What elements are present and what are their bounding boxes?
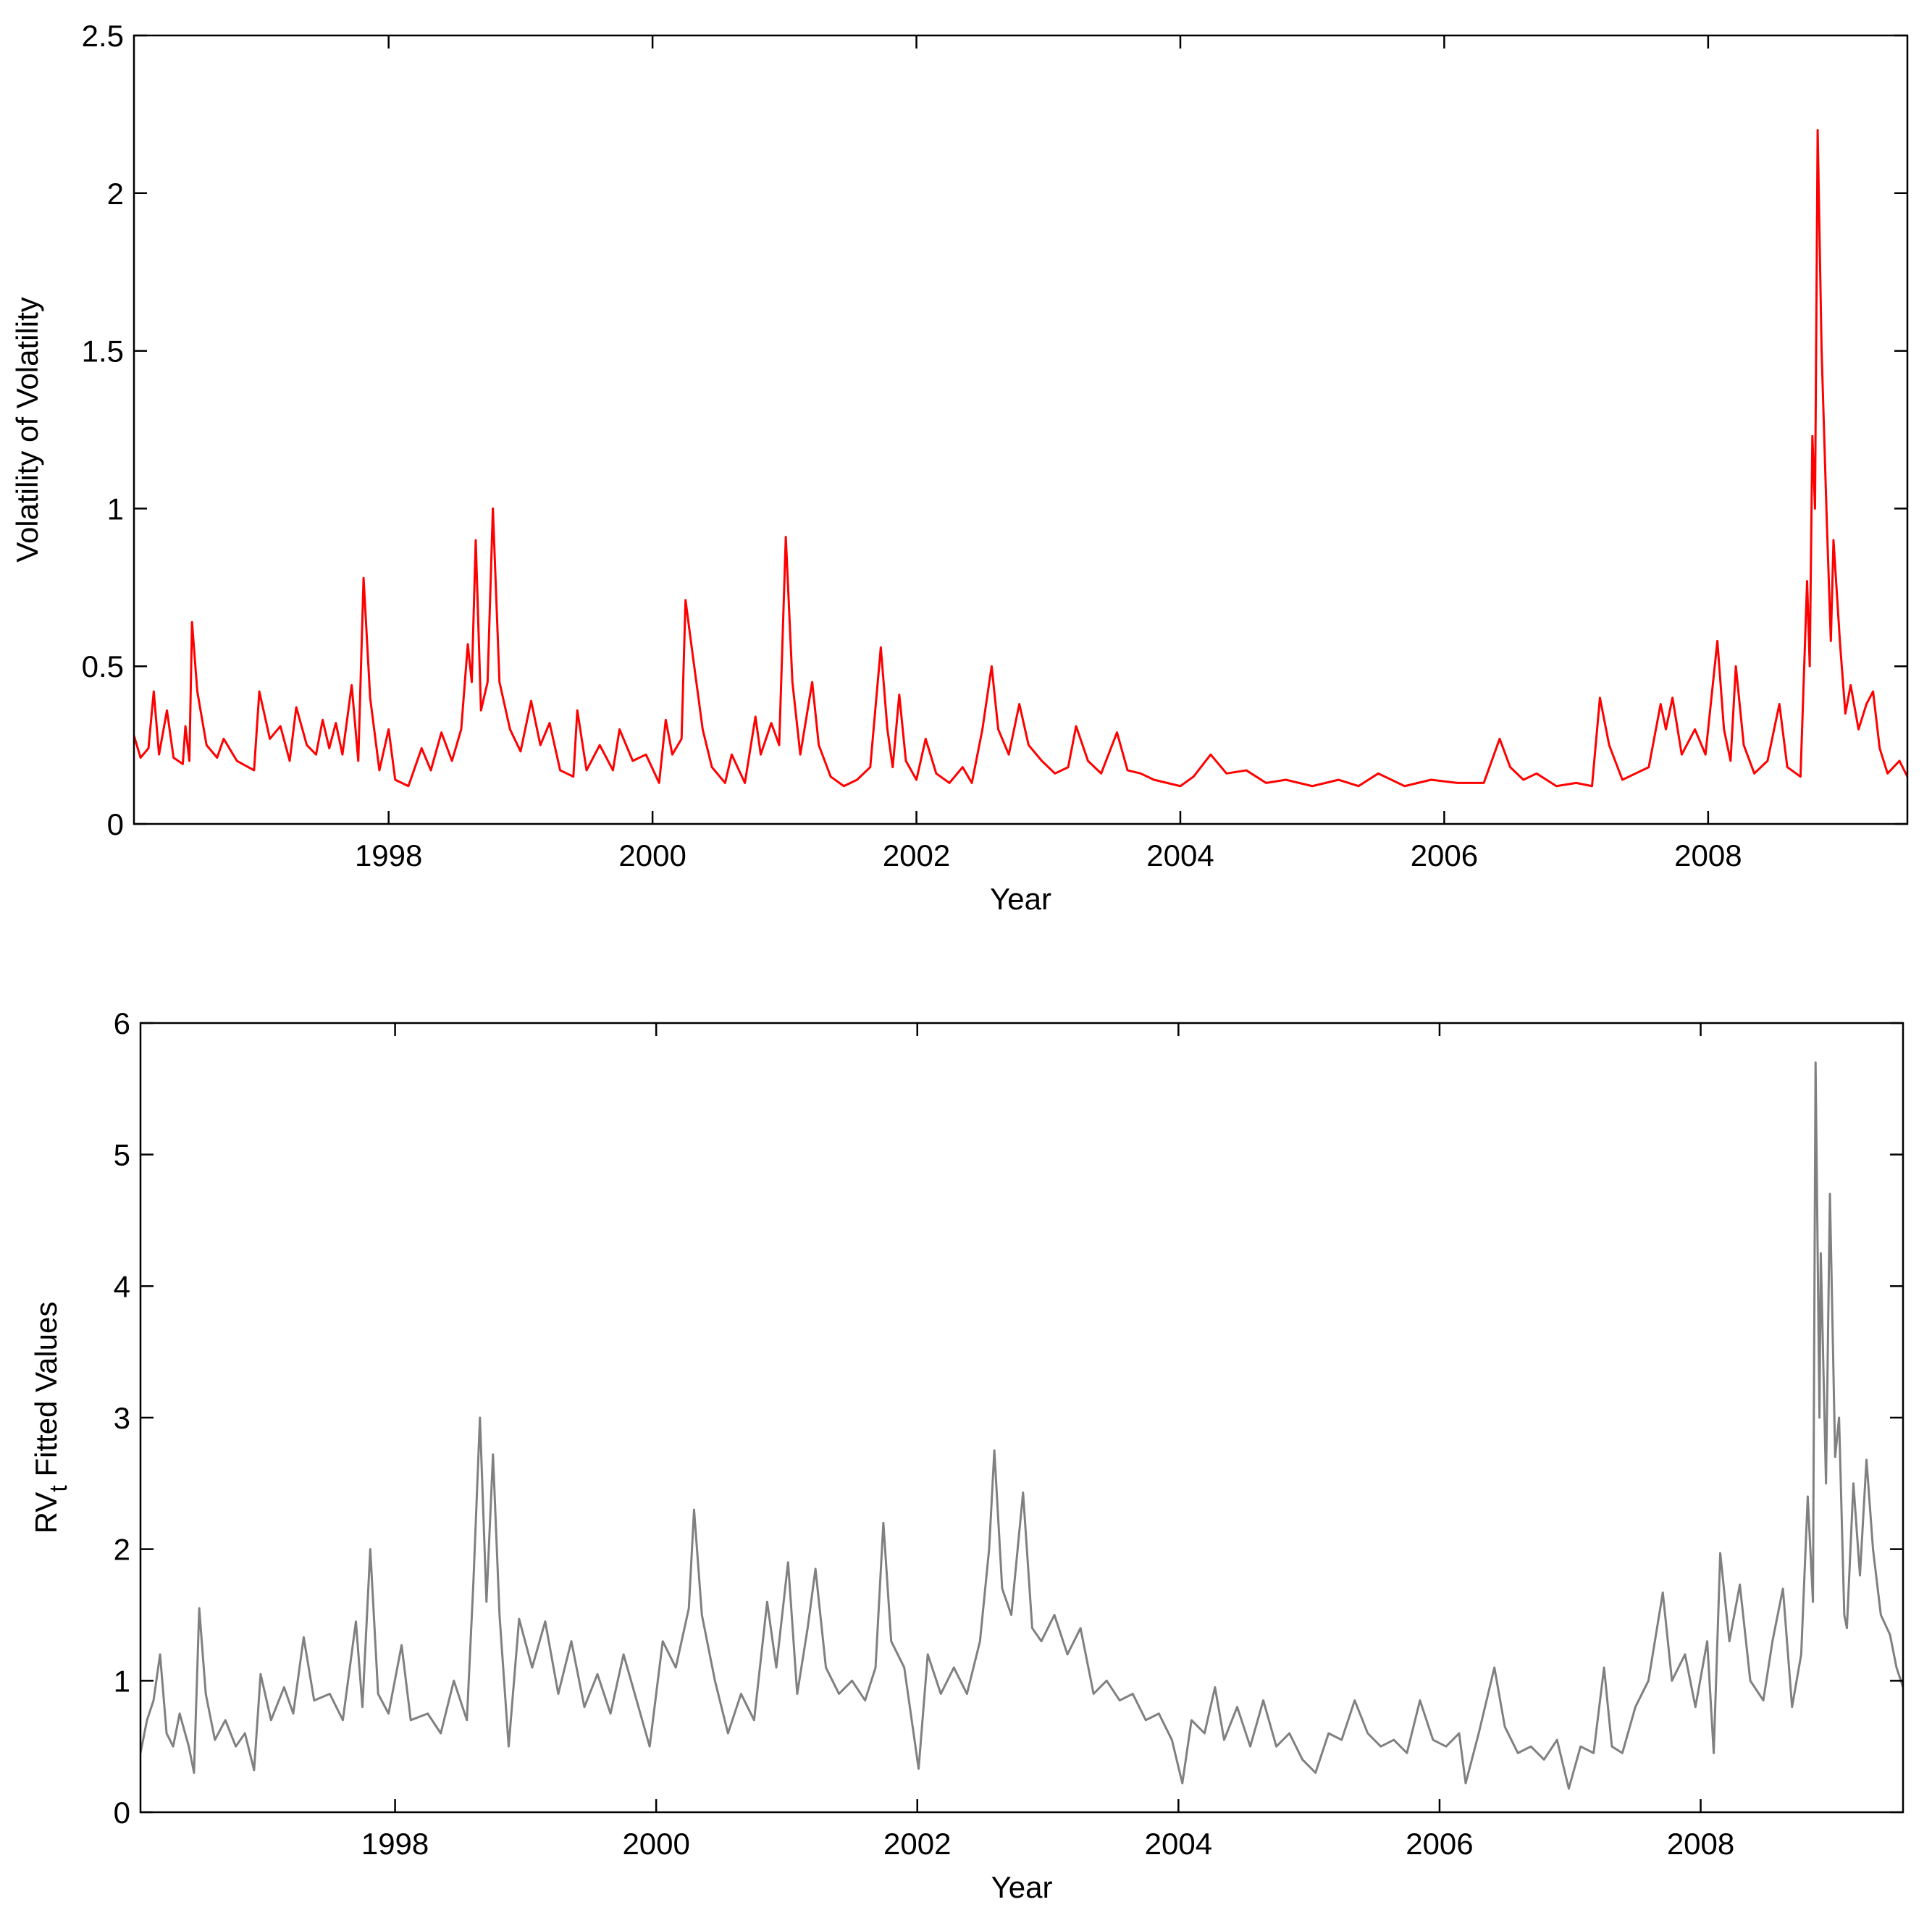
- x-tick-label: 2002: [883, 838, 950, 872]
- x-tick-label: 1998: [361, 1827, 429, 1861]
- y-tick-label: 2.5: [82, 19, 124, 53]
- y-tick-label: 5: [114, 1138, 130, 1172]
- y-tick-label: 0: [114, 1796, 130, 1830]
- plot-area: [140, 1061, 1903, 1790]
- y-tick-label: 4: [114, 1269, 130, 1303]
- x-tick-label: 1998: [355, 838, 422, 872]
- x-tick-label: 2004: [1146, 838, 1214, 872]
- x-tick-label: 2000: [622, 1827, 689, 1861]
- y-tick-label: 0.5: [82, 649, 124, 683]
- x-tick-label: 2006: [1406, 1827, 1473, 1861]
- x-tick-label: 2000: [618, 838, 686, 872]
- chart: 0 0.5 1 1.5 2 2.5 1998 2000 2002 2004 2006 2008 Year…: [10, 19, 1909, 916]
- y-tick-label: 0: [107, 807, 124, 841]
- x-tick-label: 2002: [883, 1827, 951, 1861]
- data-line: [134, 129, 1907, 788]
- y-tick-label: 2: [114, 1533, 130, 1567]
- x-axis-label: Year: [990, 882, 1051, 916]
- plot-area: [134, 129, 1907, 788]
- chart: 0 1 2 3 4 5 6 1998 2000 2002 2004 2006 2008 Year RVt F…: [29, 1006, 1904, 1904]
- y-axis-label-part: t: [45, 1485, 72, 1492]
- y-tick-label: 1.5: [82, 334, 124, 369]
- y-axis-label: RVt Fitted Values: [29, 1302, 72, 1534]
- y-axis-label: Volatility of Volatility: [10, 297, 44, 563]
- x-tick-label: 2008: [1674, 838, 1742, 872]
- y-axis-label-part: Fitted Values: [29, 1302, 63, 1486]
- axes-box: [139, 1022, 1904, 1814]
- x-tick-label: 2004: [1145, 1827, 1212, 1861]
- y-tick-label: 6: [114, 1006, 130, 1040]
- x-axis-label: Year: [991, 1870, 1053, 1904]
- x-tick-label: 2006: [1411, 838, 1478, 872]
- y-tick-label: 1: [114, 1664, 130, 1698]
- y-axis-label-part: RV: [29, 1492, 63, 1534]
- data-line: [140, 1061, 1903, 1790]
- axes-box: [133, 34, 1909, 825]
- x-tick-label: 2008: [1667, 1827, 1734, 1861]
- y-tick-label: 1: [107, 492, 124, 526]
- y-tick-label: 2: [107, 177, 124, 211]
- y-tick-label: 3: [114, 1401, 130, 1435]
